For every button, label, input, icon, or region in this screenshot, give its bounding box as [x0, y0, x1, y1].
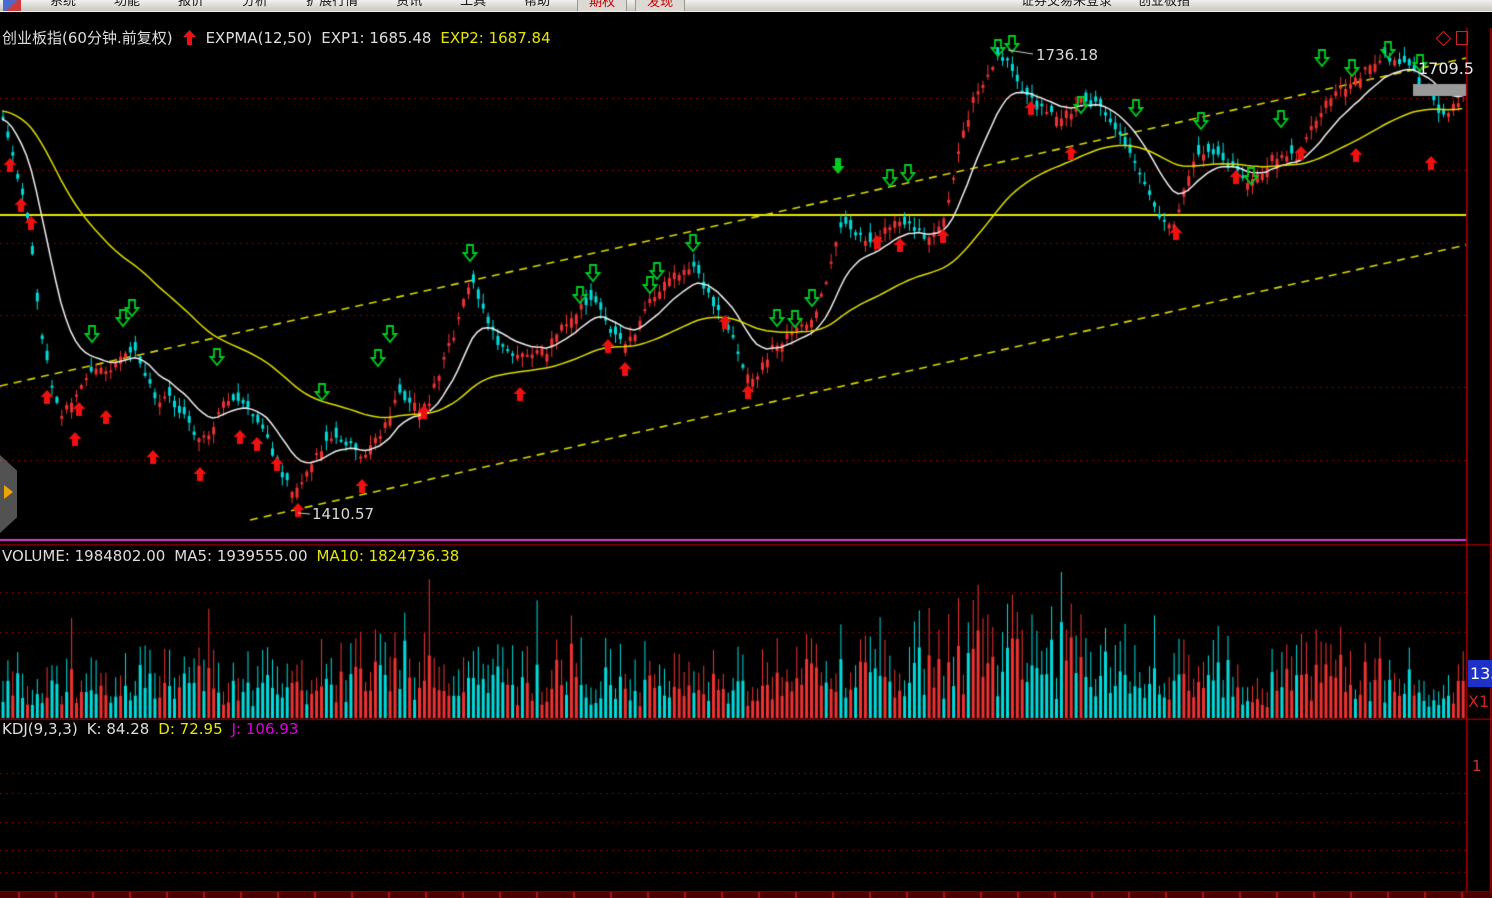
kdj-j-value: J: 106.93 [231, 720, 299, 738]
volume-axis-value: 135 [1468, 660, 1492, 687]
volume-ma5-value: MA5: 1939555.00 [174, 547, 308, 565]
window-tool-icon[interactable] [1456, 31, 1468, 45]
expand-arrow-icon [4, 485, 13, 499]
login-status[interactable]: 证券交易未登录 [1020, 0, 1112, 9]
volume-axis-multiplier: X1 [1468, 692, 1490, 711]
menu-item-news[interactable]: 资讯 [396, 0, 423, 9]
last-price-label: 1709.5 [1418, 59, 1474, 78]
peak-price-label: 1736.18 [1036, 46, 1099, 64]
menu-item-quotes[interactable]: 报价 [178, 0, 205, 9]
menu-item-analysis[interactable]: 分析 [242, 0, 269, 9]
menu-item-help[interactable]: 帮助 [524, 0, 551, 9]
status-area: 证券交易未登录 创业板指 [1021, 0, 1190, 10]
app-logo-icon [3, 0, 21, 11]
symbol-period-label: 创业板指(60分钟.前复权) [2, 29, 173, 47]
menu-item-system[interactable]: 系统 [50, 0, 77, 9]
exp2-value: EXP2: 1687.84 [440, 28, 551, 47]
menu-item-function[interactable]: 功能 [114, 0, 141, 9]
kdj-d-value: D: 72.95 [158, 720, 223, 738]
menu-item-tools[interactable]: 工具 [460, 0, 487, 9]
low-price-label: 1410.57 [312, 505, 375, 523]
kdj-axis-value: 1 [1472, 757, 1482, 775]
kdj-panel-header: KDJ(9,3,3) K: 84.28 D: 72.95 J: 106.93 [2, 720, 298, 738]
current-symbol-label[interactable]: 创业板指 [1137, 0, 1190, 9]
volume-value: VOLUME: 1984802.00 [2, 547, 166, 565]
kdj-indicator-label[interactable]: KDJ(9,3,3) [2, 720, 78, 738]
kdj-k-value: K: 84.28 [86, 720, 150, 738]
volume-panel-header: VOLUME: 1984802.00 MA5: 1939555.00 MA10:… [2, 547, 459, 565]
indicator-label[interactable]: EXPMA(12,50) [205, 28, 313, 47]
left-panel-expand-tab[interactable] [0, 455, 17, 533]
menu-item-options[interactable]: 期权 [577, 0, 628, 11]
menu-item-extended-quotes[interactable]: 扩展行情 [306, 0, 359, 9]
up-arrow-icon [182, 30, 196, 45]
menu-bar: 系统 功能 报价 分析 扩展行情 资讯 工具 帮助 期权 发现 证券交易未登录 … [0, 0, 1492, 12]
main-chart-header: 创业板指(60分钟.前复权) EXPMA(12,50) EXP1: 1685.4… [2, 27, 551, 48]
menu-item-discover[interactable]: 发现 [635, 0, 686, 11]
exp1-value: EXP1: 1685.48 [321, 28, 432, 47]
volume-ma10-value: MA10: 1824736.38 [316, 547, 460, 565]
